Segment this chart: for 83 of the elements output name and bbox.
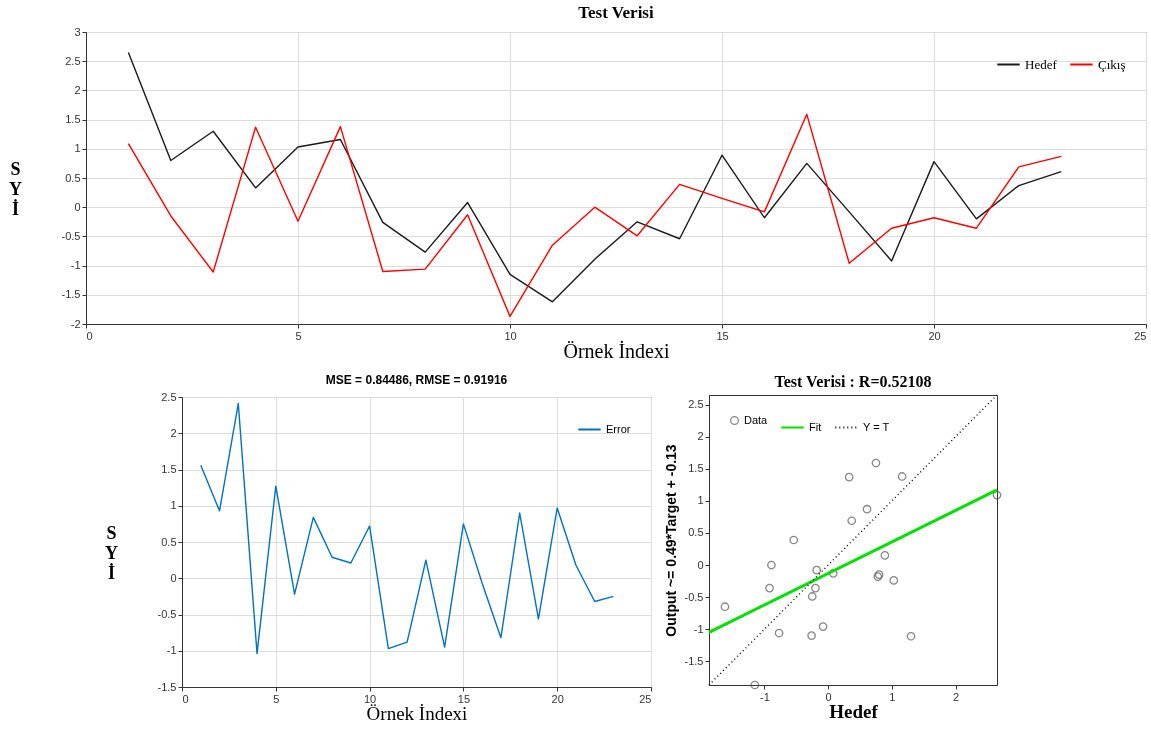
y-tick-label: 2 — [697, 430, 704, 443]
legend-label: Fit — [809, 420, 822, 433]
x-tick-label: 10 — [504, 329, 517, 342]
y-tick-label: 1 — [697, 494, 704, 507]
x-tick-label: 20 — [928, 329, 941, 342]
point — [750, 680, 760, 690]
x-tick-label: 10 — [363, 692, 377, 705]
line-series — [127, 51, 1062, 303]
x-tick-label: 0 — [86, 329, 93, 342]
x-tick-label: 5 — [273, 692, 280, 705]
legend-label: Hedef — [1025, 56, 1058, 72]
point — [789, 535, 799, 545]
y-tick-label: -1 — [693, 622, 704, 635]
y-tick-label: -1 — [166, 644, 177, 657]
point — [767, 560, 776, 570]
y-tick-label: 0.5 — [65, 171, 81, 184]
y-tick-label: 2.5 — [161, 390, 177, 403]
y-tick-label: 0.5 — [161, 535, 177, 548]
y-tick-label: -0.5 — [157, 608, 177, 620]
y-tick-label: 0 — [697, 558, 704, 571]
point — [992, 490, 1002, 500]
y-tick-label: -2 — [70, 317, 81, 330]
point — [844, 472, 854, 482]
chart-title: Test Verisi : R=0.52108 — [774, 373, 932, 391]
x-tick-label: 0 — [182, 692, 189, 705]
point — [720, 602, 730, 612]
point — [906, 631, 916, 641]
point — [811, 583, 820, 593]
legend-label: Data — [744, 413, 769, 426]
x-tick-label: 20 — [551, 692, 564, 705]
y-tick-label: 1.5 — [688, 462, 704, 475]
point — [862, 504, 872, 514]
y-tick-label: -0.5 — [61, 229, 81, 242]
x-tick-label: 15 — [716, 329, 729, 342]
line-series — [127, 113, 1062, 318]
x-tick-label: 15 — [457, 692, 471, 705]
y-tick-label: 2.5 — [688, 398, 704, 411]
point — [897, 472, 907, 481]
point — [880, 551, 890, 560]
y-tick-label: -1.5 — [61, 288, 81, 301]
y-tick-label: 0 — [74, 200, 81, 213]
x-tick-label: 0 — [825, 690, 832, 703]
y-axis-title: Output ~= 0.49*Target + -0.13 — [662, 444, 679, 637]
y-axis-title: SYİ — [105, 522, 119, 583]
y-tick-label: 2 — [74, 83, 81, 96]
point — [774, 628, 784, 638]
y-tick-label: 3 — [74, 25, 81, 38]
y-tick-label: 2.5 — [65, 54, 81, 67]
chart-title: Test Verisi — [578, 3, 654, 22]
point — [871, 458, 881, 468]
x-tick-label: -1 — [760, 690, 770, 703]
x-tick-label: 5 — [295, 329, 302, 342]
y-axis-title: SYİ — [9, 158, 23, 219]
point — [807, 631, 816, 640]
x-tick-label: 25 — [639, 692, 652, 705]
point — [889, 576, 899, 585]
legend-label: Çıkış — [1098, 56, 1126, 72]
y-tick-label: -1 — [70, 259, 81, 272]
y-tick-label: 1 — [170, 499, 177, 512]
legend-label: Y = T — [863, 420, 890, 433]
y-tick-label: -0.5 — [684, 590, 704, 603]
y-tick-label: 0 — [170, 571, 177, 584]
y-tick-label: 0.5 — [688, 526, 704, 539]
point — [807, 592, 817, 601]
y-tick-label: 1.5 — [65, 113, 81, 126]
legend-label: Error — [606, 422, 631, 435]
x-axis-title: Örnek İndexi — [366, 702, 468, 724]
x-axis-title: Örnek İndexi — [563, 339, 670, 362]
y-tick-label: 2 — [170, 426, 177, 439]
x-tick-label: 25 — [1134, 329, 1147, 342]
x-tick-label: 2 — [953, 690, 960, 703]
y-tick-label: -1.5 — [157, 680, 177, 693]
point — [812, 565, 822, 575]
y-tick-label: 1.5 — [161, 463, 177, 475]
y-tick-label: -1.5 — [684, 654, 704, 667]
x-axis-title: Hedef — [829, 700, 879, 722]
x-tick-label: 1 — [889, 690, 896, 703]
y-tick-label: 1 — [74, 142, 81, 155]
point — [765, 583, 774, 593]
point — [818, 622, 828, 631]
chart-title: MSE = 0.84486, RMSE = 0.91916 — [325, 373, 508, 387]
point — [847, 516, 857, 526]
point — [828, 569, 838, 578]
